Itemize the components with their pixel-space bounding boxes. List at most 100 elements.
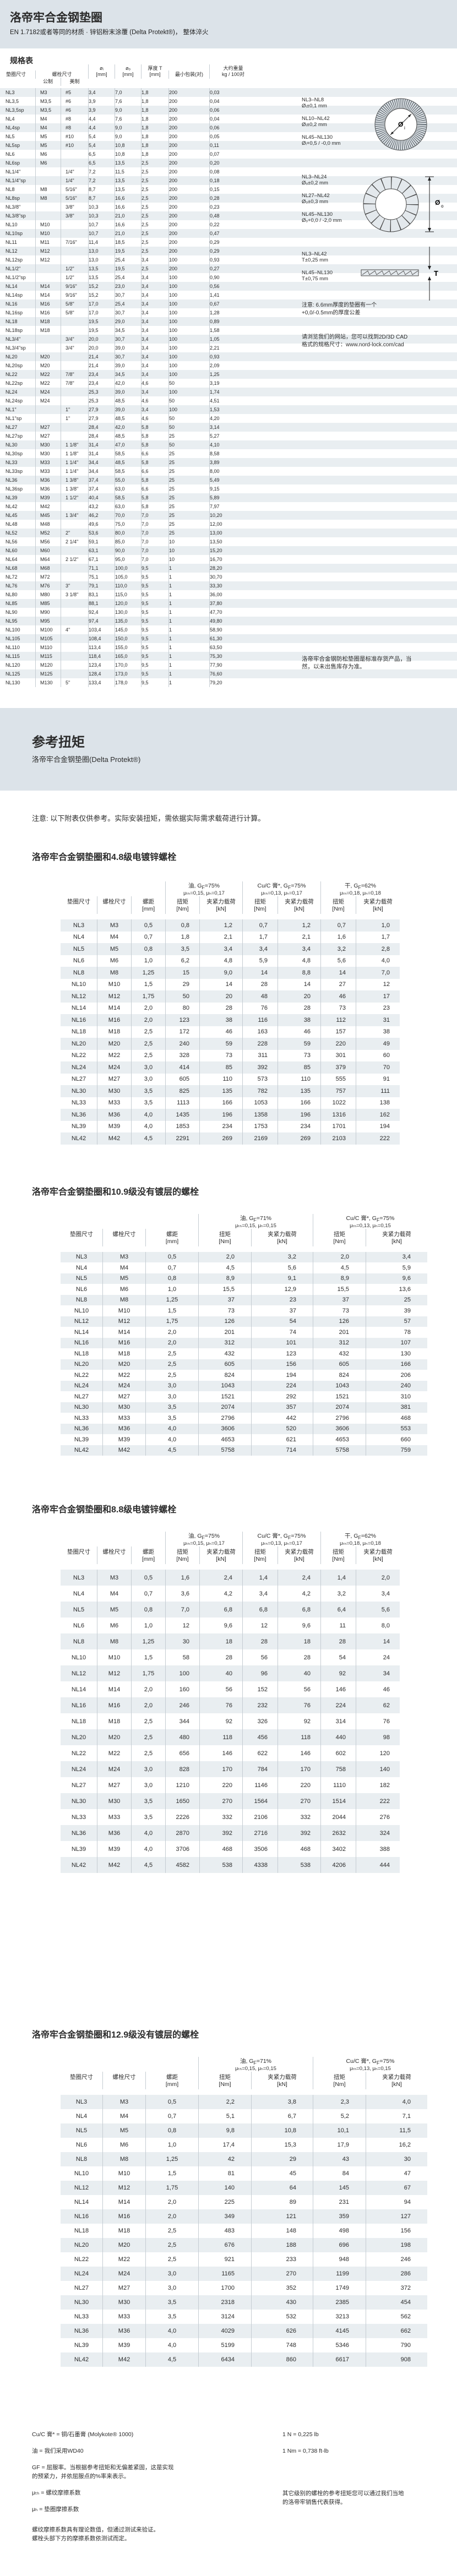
cell: 155,0 — [115, 643, 141, 652]
cell: 47,0 — [115, 440, 141, 449]
cell: 270 — [251, 2267, 313, 2281]
cell: 100 — [168, 291, 209, 299]
page-header: 洛帝牢合金钢垫圈 EN 1.7182或者等同的材质 · 锌铝粉末涂覆 (Delt… — [0, 0, 457, 48]
spec-row: NL1/2" 1/2" 13,5 19,5 2,5 200 0,27 — [0, 264, 457, 273]
torque-row: NL16 M16 2,0 123 38 116 38 112 31 — [61, 1014, 400, 1026]
cell: 25 — [366, 1294, 427, 1306]
cell: 5,49 — [209, 476, 257, 484]
cell: NL36sp — [6, 486, 23, 492]
cell: NL4 — [75, 1264, 88, 1271]
cell: 276 — [356, 1809, 400, 1826]
cell: 194 — [356, 1120, 400, 1133]
cell: 2,5 — [141, 185, 168, 194]
cell — [61, 150, 88, 159]
cell: 0,22 — [209, 220, 257, 229]
torque-row: NL20 M20 2,5 240 59 228 59 220 49 — [61, 1038, 400, 1050]
cell: M8 — [35, 185, 61, 194]
cell: 5,6 — [251, 1262, 313, 1273]
cell: 573 — [242, 1073, 278, 1086]
cell: μₕ = 垫圈摩擦系数 — [32, 2506, 79, 2513]
cell: 790 — [366, 2338, 427, 2353]
cell: NL24 — [71, 1766, 86, 1773]
cell: 8,9 — [313, 1273, 366, 1284]
cell: #10 — [61, 132, 88, 141]
cell: 89 — [251, 2195, 313, 2210]
cell: 5,6 — [320, 955, 356, 967]
spec-row: NL18 M18 19,5 29,0 3,4 100 0,89 — [0, 317, 457, 326]
cell: M5 — [97, 1602, 131, 1618]
cell: 49,80 — [209, 617, 257, 625]
cell: 10 — [168, 537, 209, 546]
cell: 1514 — [320, 1793, 356, 1810]
cell: 170 — [199, 1761, 242, 1778]
cell: NL105 — [6, 636, 20, 641]
cell: 123 — [251, 1348, 313, 1359]
cell: NL22 — [71, 1750, 86, 1757]
cell: 3,2 — [251, 1251, 313, 1263]
cell: NL5 — [75, 2127, 88, 2134]
cell: 759 — [366, 1445, 427, 1456]
cell: NL3/8"sp — [6, 213, 26, 219]
cell: 0,8 — [145, 2123, 198, 2138]
cell — [61, 608, 88, 617]
cell: M120 — [35, 661, 61, 669]
cell: #6 — [61, 97, 88, 106]
cell: 80,0 — [115, 529, 141, 537]
cell: 17,4 — [198, 2138, 251, 2153]
cell: NL10 — [71, 981, 86, 988]
cell: 23,4 — [88, 370, 115, 379]
cell: 0,06 — [209, 123, 257, 132]
cell: NL24 — [71, 1064, 86, 1071]
tolerance-label: NL10–NL42 Øᵢ±0,2 mm — [302, 116, 368, 129]
cell: 28,20 — [209, 564, 257, 573]
cell: 1,4 — [242, 1570, 278, 1586]
cell: 782 — [242, 1085, 278, 1097]
cell: NL3/4"sp — [6, 345, 26, 351]
cell: M85 — [35, 599, 61, 608]
cell: 4,6 — [141, 396, 168, 405]
cell: 10,1 — [313, 2123, 366, 2138]
cell: 57 — [366, 1316, 427, 1327]
cell: 15 — [165, 967, 199, 979]
cell: 3213 — [313, 2310, 366, 2324]
cell: 9,6 — [278, 1618, 320, 1634]
cell: 2,0 — [313, 1251, 366, 1263]
cell: NL10 — [71, 1654, 86, 1661]
cell: 4,5 — [145, 2352, 198, 2367]
cell: M33 — [102, 1413, 145, 1424]
cell: 538 — [199, 1857, 242, 1874]
cell: 312 — [198, 1337, 251, 1349]
cell: 0,47 — [209, 229, 257, 238]
cell: 2,0 — [356, 1570, 400, 1586]
cell: M36 — [35, 476, 61, 484]
cell: 5,8 — [141, 502, 168, 511]
cell: NL3/4" — [6, 336, 21, 342]
cell: 1 — [168, 634, 209, 643]
spec-header-row2: 公制 美制 — [0, 78, 457, 86]
cell: 145,0 — [115, 625, 141, 634]
cell: 2,5 — [145, 1370, 198, 1381]
cell: 50 — [168, 440, 209, 449]
cell: NL14 — [6, 284, 18, 289]
cell: 152 — [242, 1681, 278, 1698]
cell: 0,7 — [131, 931, 165, 944]
group-dry: 干, GF=62% μₜₕ=0,18, μₕ=0,18 — [320, 881, 400, 897]
spec-row: NL11 M11 7/16" 11,4 18,5 2,5 200 0,29 — [0, 238, 457, 247]
cell: 3,5 — [145, 1402, 198, 1413]
cell — [61, 634, 88, 643]
cell: 3,5 — [145, 2295, 198, 2310]
cell: 1700 — [198, 2281, 251, 2296]
cell: 15,3 — [251, 2138, 313, 2153]
cell: 116 — [242, 1014, 278, 1026]
spec-row: NL3,5 M3,5 #6 3,9 7,6 1,8 200 0,04 — [0, 97, 457, 106]
cell: 75,1 — [88, 573, 115, 581]
cell: 3606 — [313, 1423, 366, 1435]
tolerance-label: NL3–NL24 Øₒ±0,2 mm — [302, 174, 368, 188]
spec-row: NL3/4" 3/4" 20,0 30,7 3,4 100 1,05 — [0, 335, 457, 344]
cell: 2632 — [320, 1825, 356, 1842]
cell: 34,4 — [88, 458, 115, 467]
cell: 200 — [168, 247, 209, 255]
cell: 1 — [168, 564, 209, 573]
torque-row: NL6 M6 1,0 6,2 4,8 5,9 4,8 5,6 4,0 — [61, 955, 400, 967]
cell: 758 — [320, 1761, 356, 1778]
